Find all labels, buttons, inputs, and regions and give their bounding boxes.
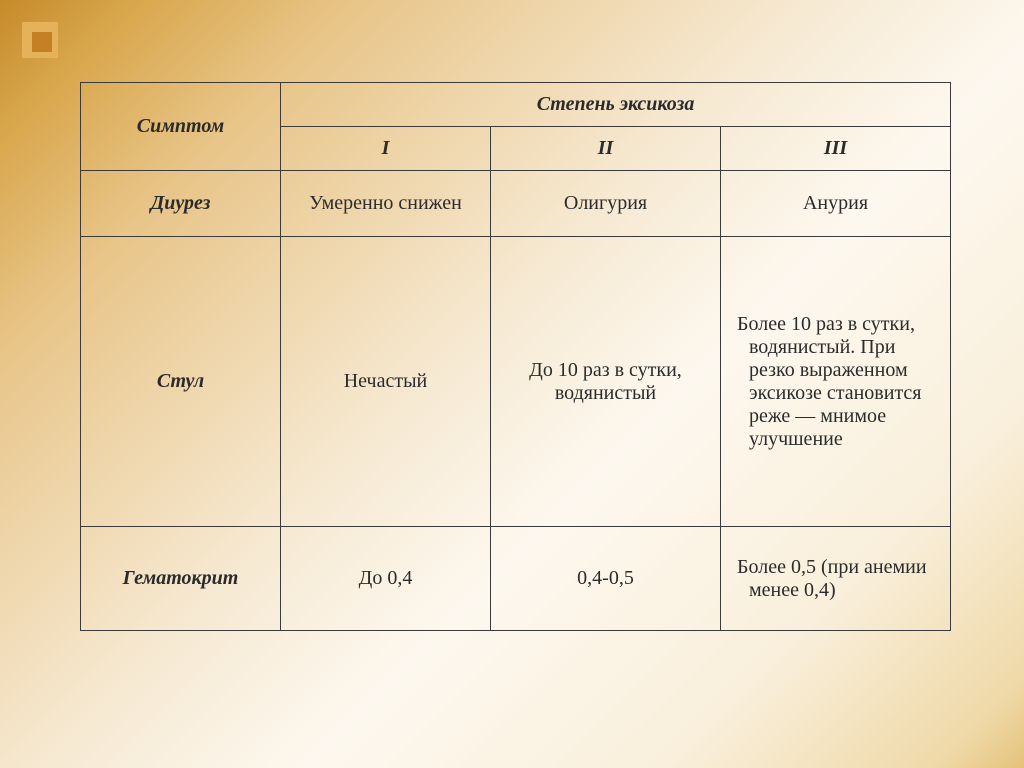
header-degree-3: III <box>721 127 951 171</box>
cell: Нечастый <box>281 237 491 527</box>
cell: 0,4-0,5 <box>491 527 721 631</box>
row-label-diuresis: Диурез <box>81 171 281 237</box>
row-label-stool: Стул <box>81 237 281 527</box>
row-label-hematocrit: Гематокрит <box>81 527 281 631</box>
cell: Умеренно снижен <box>281 171 491 237</box>
cell: Более 10 раз в сутки, водянистый. При ре… <box>721 237 951 527</box>
table-row: Диурез Умеренно снижен Олигурия Анурия <box>81 171 951 237</box>
exsiccosis-table: Симптом Степень эксикоза I II III Диурез… <box>80 82 950 631</box>
table-row: Стул Нечастый До 10 раз в сутки, водянис… <box>81 237 951 527</box>
header-degree-group: Степень эксикоза <box>281 83 951 127</box>
header-degree-2: II <box>491 127 721 171</box>
cell: Олигурия <box>491 171 721 237</box>
cell: Более 0,5 (при анемии менее 0,4) <box>721 527 951 631</box>
cell: До 0,4 <box>281 527 491 631</box>
cell: До 10 раз в сутки, водянистый <box>491 237 721 527</box>
data-table: Симптом Степень эксикоза I II III Диурез… <box>80 82 951 631</box>
table-row: Гематокрит До 0,4 0,4-0,5 Более 0,5 (при… <box>81 527 951 631</box>
header-symptom: Симптом <box>81 83 281 171</box>
header-degree-1: I <box>281 127 491 171</box>
corner-accent-icon <box>22 22 58 58</box>
cell: Анурия <box>721 171 951 237</box>
